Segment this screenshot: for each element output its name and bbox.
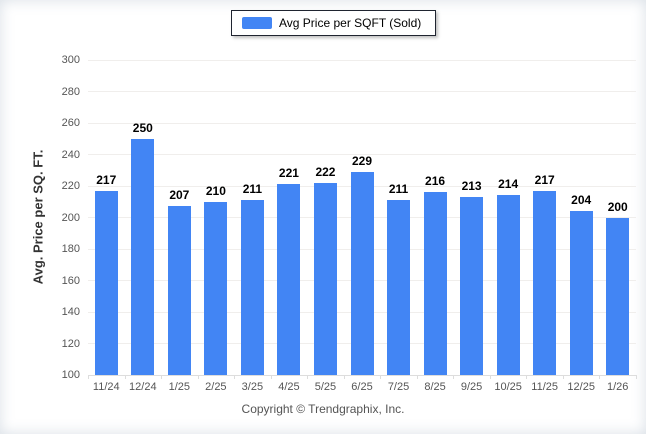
x-tick-mark <box>562 375 564 379</box>
bar-10/25 <box>496 195 520 375</box>
bar-value-label: 200 <box>607 199 628 214</box>
y-tick-label: 240 <box>61 148 80 161</box>
bar-value-label: 221 <box>278 166 299 181</box>
x-tick-mark <box>270 375 272 379</box>
bar-7/25 <box>387 200 411 375</box>
y-tick-label: 200 <box>61 211 80 224</box>
bar-value-label: 204 <box>571 193 592 208</box>
x-tick-mark <box>489 375 491 379</box>
x-category-label: 2/25 <box>205 381 227 393</box>
gridline-260 <box>88 122 636 124</box>
bar-8/25 <box>423 192 447 375</box>
legend-swatch <box>242 17 272 29</box>
gridline-300 <box>88 59 636 61</box>
bar-1/25 <box>167 206 191 375</box>
x-tick-mark <box>453 375 455 379</box>
x-tick-mark <box>307 375 309 379</box>
y-tick-label: 300 <box>61 54 80 66</box>
y-tick-label: 220 <box>61 180 80 192</box>
x-category-label: 11/24 <box>92 381 120 393</box>
x-tick-mark <box>636 375 637 379</box>
gridline-240 <box>88 154 636 155</box>
chart-legend: Avg Price per SQFT (Sold) <box>231 10 437 36</box>
bar-12/24 <box>131 138 155 375</box>
y-tick-label: 180 <box>61 243 80 255</box>
bar-value-label: 211 <box>242 182 263 197</box>
x-tick-mark <box>234 375 236 379</box>
bar-12/25 <box>569 211 593 375</box>
x-tick-mark <box>416 375 418 379</box>
bar-value-label: 216 <box>425 174 446 189</box>
x-category-label: 7/25 <box>387 381 410 393</box>
bar-5/25 <box>313 182 337 375</box>
y-tick-label: 280 <box>61 85 80 98</box>
bar-2/25 <box>204 201 228 375</box>
x-tick-mark <box>599 375 601 379</box>
bar-1/26 <box>606 217 630 375</box>
bar-11/25 <box>533 190 557 375</box>
bar-3/25 <box>240 200 264 375</box>
bar-11/24 <box>94 190 118 375</box>
bar-value-label: 250 <box>132 120 153 135</box>
x-tick-mark <box>88 375 89 379</box>
bar-value-label: 207 <box>169 188 190 203</box>
copyright-text: Copyright © Trendgraphix, Inc. <box>241 402 405 416</box>
x-tick-mark <box>197 375 199 379</box>
bar-value-label: 210 <box>205 183 226 198</box>
x-tick-mark <box>124 375 126 379</box>
x-category-label: 11/25 <box>531 381 559 393</box>
bar-4/25 <box>277 184 301 375</box>
x-category-label: 12/25 <box>567 381 595 393</box>
x-category-label: 6/25 <box>351 381 373 393</box>
x-category-label: 5/25 <box>314 381 337 393</box>
x-category-label: 4/25 <box>278 381 300 393</box>
gridline-280 <box>88 91 636 92</box>
y-tick-label: 120 <box>61 337 80 350</box>
bar-value-label: 222 <box>315 164 336 179</box>
y-tick-label: 140 <box>61 306 80 318</box>
y-tick-label: 160 <box>61 274 80 287</box>
x-category-label: 1/25 <box>168 381 191 393</box>
bar-value-label: 229 <box>351 153 373 168</box>
bar-value-label: 214 <box>498 177 519 192</box>
bar-value-label: 217 <box>96 172 117 187</box>
gridline-100 <box>88 374 636 376</box>
x-category-label: 9/25 <box>460 381 483 393</box>
x-category-label: 10/25 <box>494 381 522 393</box>
bar-6/25 <box>350 171 374 375</box>
bar-value-label: 211 <box>388 182 409 197</box>
bar-9/25 <box>460 197 484 375</box>
x-category-label: 8/25 <box>424 381 446 393</box>
x-category-label: 12/24 <box>129 381 157 393</box>
x-tick-mark <box>380 375 382 379</box>
bar-value-label: 213 <box>461 179 482 194</box>
legend-label: Avg Price per SQFT (Sold) <box>279 16 422 30</box>
x-tick-mark <box>526 375 528 379</box>
bar-value-label: 217 <box>534 172 555 187</box>
y-tick-label: 260 <box>61 117 80 129</box>
x-tick-mark <box>161 375 163 379</box>
y-tick-label: 100 <box>61 369 80 381</box>
x-tick-mark <box>343 375 345 379</box>
x-category-label: 1/26 <box>607 381 629 393</box>
x-category-label: 3/25 <box>241 381 264 393</box>
